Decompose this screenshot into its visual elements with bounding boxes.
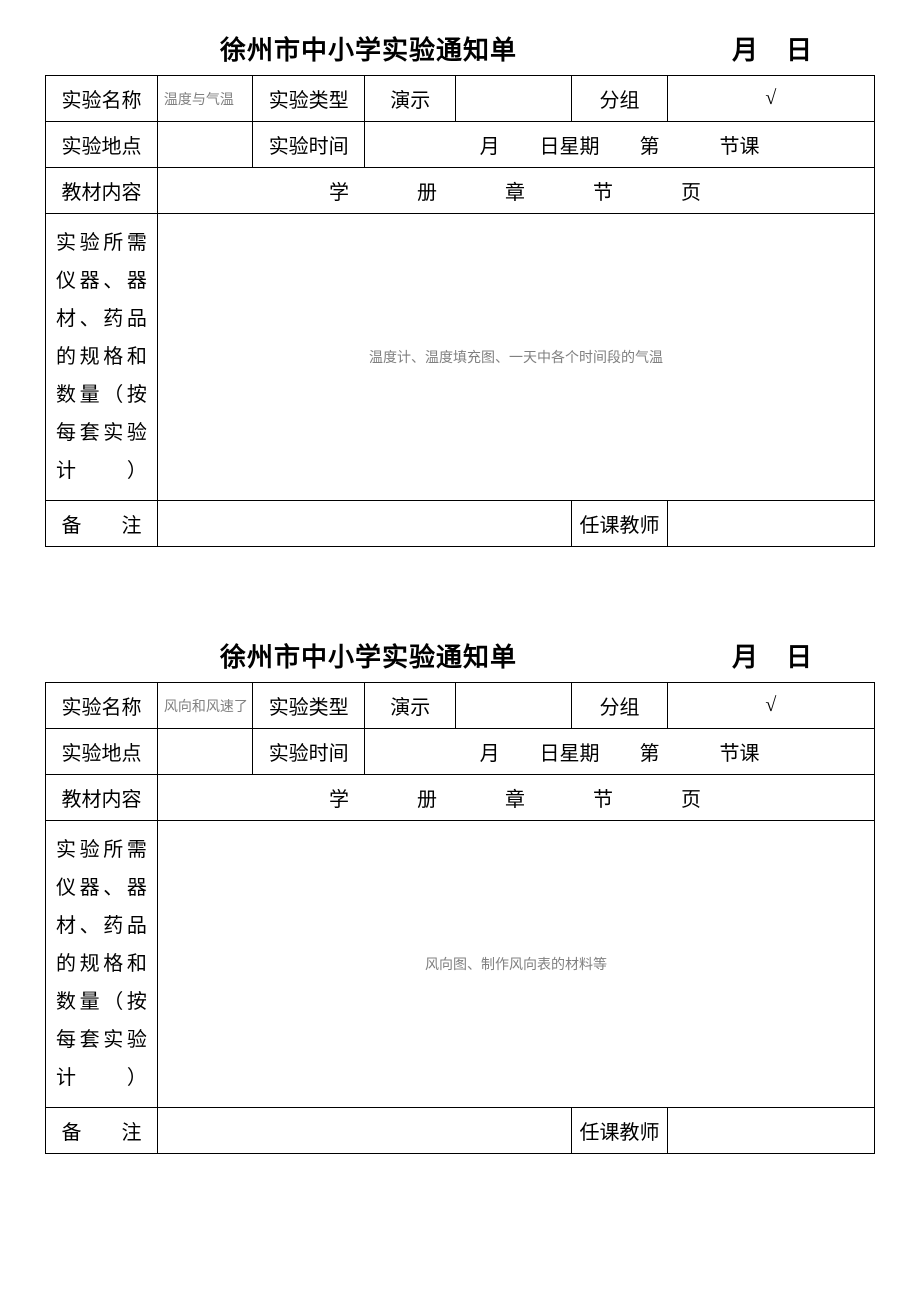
table-row: 备 注 任课教师 [46, 1108, 875, 1154]
value-remark [157, 1108, 571, 1154]
value-time: 月 日星期 第 节课 [365, 122, 875, 168]
value-materials: 温度计、温度填充图、一天中各个时间段的气温 [157, 214, 874, 501]
date-suffix: 月日 [732, 30, 840, 67]
label-time: 实验时间 [253, 122, 365, 168]
label-location: 实验地点 [46, 729, 158, 775]
label-exp-name: 实验名称 [46, 683, 158, 729]
table-row: 实验名称 风向和风速了 实验类型 演示 分组 √ [46, 683, 875, 729]
form-table: 实验名称 温度与气温 实验类型 演示 分组 √ 实验地点 实验时间 月 日星期 … [45, 75, 875, 547]
table-row: 实验所需仪器、器材、药品的规格和数量（按每套实验计） 风向图、制作风向表的材料等 [46, 821, 875, 1108]
value-remark [157, 501, 571, 547]
title-row: 徐州市中小学实验通知单 月日 [45, 637, 875, 674]
form-title: 徐州市中小学实验通知单 [220, 30, 517, 67]
value-exp-name: 风向和风速了 [157, 683, 252, 729]
table-row: 教材内容 学 册 章 节 页 [46, 168, 875, 214]
label-content: 教材内容 [46, 168, 158, 214]
value-demo [456, 76, 572, 122]
table-row: 教材内容 学 册 章 节 页 [46, 775, 875, 821]
label-exp-name: 实验名称 [46, 76, 158, 122]
value-time: 月 日星期 第 节课 [365, 729, 875, 775]
form-1: 徐州市中小学实验通知单 月日 实验名称 温度与气温 实验类型 演示 分组 √ 实… [45, 30, 875, 547]
table-row: 实验所需仪器、器材、药品的规格和数量（按每套实验计） 温度计、温度填充图、一天中… [46, 214, 875, 501]
label-materials: 实验所需仪器、器材、药品的规格和数量（按每套实验计） [46, 214, 158, 501]
value-teacher [667, 1108, 874, 1154]
value-demo [456, 683, 572, 729]
label-remark: 备 注 [46, 1108, 158, 1154]
value-location [157, 122, 252, 168]
form-title: 徐州市中小学实验通知单 [220, 637, 517, 674]
title-row: 徐州市中小学实验通知单 月日 [45, 30, 875, 67]
form-table: 实验名称 风向和风速了 实验类型 演示 分组 √ 实验地点 实验时间 月 日星期… [45, 682, 875, 1154]
value-teacher [667, 501, 874, 547]
label-materials: 实验所需仪器、器材、药品的规格和数量（按每套实验计） [46, 821, 158, 1108]
value-content: 学 册 章 节 页 [157, 775, 874, 821]
table-row: 备 注 任课教师 [46, 501, 875, 547]
label-group: 分组 [572, 76, 667, 122]
label-exp-type: 实验类型 [253, 76, 365, 122]
label-demo: 演示 [365, 683, 456, 729]
value-content: 学 册 章 节 页 [157, 168, 874, 214]
label-demo: 演示 [365, 76, 456, 122]
value-exp-name: 温度与气温 [157, 76, 252, 122]
label-remark: 备 注 [46, 501, 158, 547]
label-content: 教材内容 [46, 775, 158, 821]
table-row: 实验地点 实验时间 月 日星期 第 节课 [46, 729, 875, 775]
label-group: 分组 [572, 683, 667, 729]
label-time: 实验时间 [253, 729, 365, 775]
form-2: 徐州市中小学实验通知单 月日 实验名称 风向和风速了 实验类型 演示 分组 √ … [45, 637, 875, 1154]
value-materials: 风向图、制作风向表的材料等 [157, 821, 874, 1108]
table-row: 实验名称 温度与气温 实验类型 演示 分组 √ [46, 76, 875, 122]
date-suffix: 月日 [732, 637, 840, 674]
value-group-check: √ [667, 76, 874, 122]
table-row: 实验地点 实验时间 月 日星期 第 节课 [46, 122, 875, 168]
label-exp-type: 实验类型 [253, 683, 365, 729]
label-teacher: 任课教师 [572, 501, 667, 547]
label-location: 实验地点 [46, 122, 158, 168]
value-group-check: √ [667, 683, 874, 729]
label-teacher: 任课教师 [572, 1108, 667, 1154]
value-location [157, 729, 252, 775]
